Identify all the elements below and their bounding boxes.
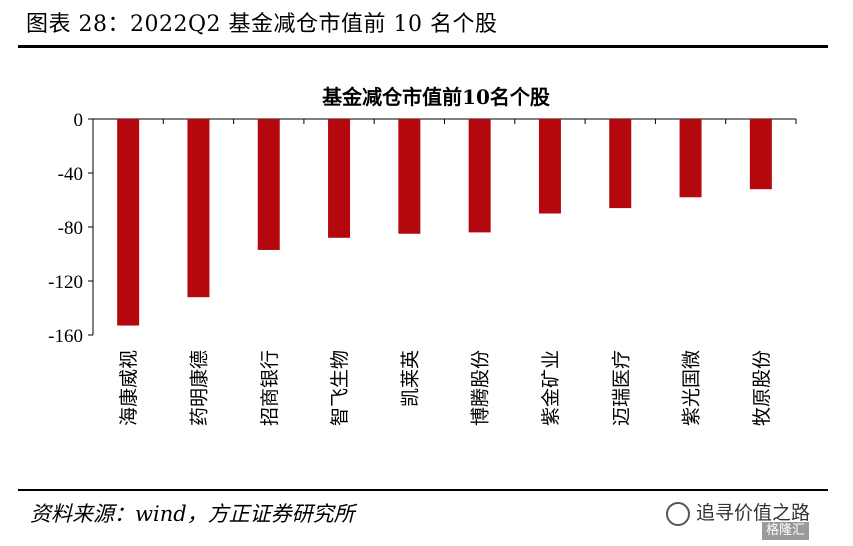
bar [187,119,210,298]
title-rule [18,45,828,48]
y-tick-label: -160 [48,326,83,347]
category-label: 招商银行 [259,350,281,426]
category-label: 智飞生物 [329,350,351,426]
bar [328,119,351,238]
watermark-badge: 格隆汇 [762,522,810,540]
bar [749,119,772,190]
category-label: 凯莱英 [399,350,421,407]
category-label: 紫金矿业 [540,350,562,426]
bar [538,119,561,214]
wechat-icon [666,501,690,526]
y-tick-label: -40 [58,164,83,185]
source-rule [18,489,828,491]
chart-title: 基金减仓市值前10名个股 [322,85,550,109]
bar [468,119,491,233]
bar [679,119,702,198]
bar [398,119,421,234]
category-label: 牧原股份 [751,350,773,426]
watermark-text: 追寻价值之路 [696,502,811,524]
bar [609,119,632,209]
watermark: 追寻价值之路 [666,498,810,526]
y-tick-label: -120 [48,272,83,293]
bar [117,119,140,326]
source-note: 资料来源：wind，方正证券研究所 [30,502,355,526]
y-tick-label: -80 [58,218,83,239]
category-label: 博腾股份 [470,350,492,426]
category-label: 药明康德 [188,350,210,426]
category-label: 紫光国微 [681,350,703,426]
figure-title: 图表 28：2022Q2 基金减仓市值前 10 名个股 [26,12,498,37]
category-label: 海康威视 [118,350,140,426]
bar [257,119,280,250]
category-label: 迈瑞医疗 [610,350,632,426]
plot-area: 0 -40 -80 -120 -160 海康威视 药明康德 招商银行 智飞生物 凯莱英 博腾股份 紫金… [48,110,797,426]
y-tick-label: 0 [74,110,84,131]
